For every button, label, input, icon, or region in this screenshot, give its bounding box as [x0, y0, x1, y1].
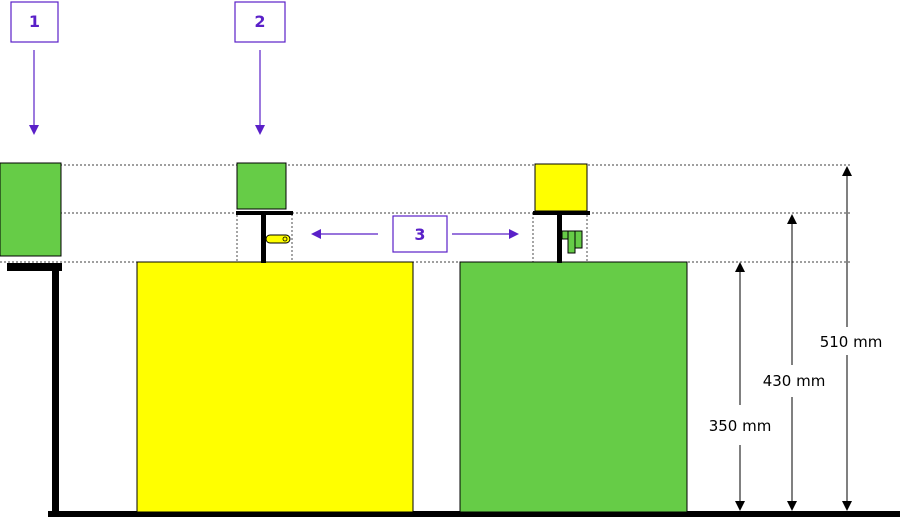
- item-2-green-box: [236, 162, 287, 210]
- yellow-tag-icon: [265, 234, 291, 244]
- dim-430-label: 430 mm: [763, 372, 826, 390]
- item-1-wall-mount: [0, 162, 62, 513]
- callout-1-box: [10, 1, 59, 43]
- item-3-yellow-box: [534, 163, 588, 212]
- dimension-430: 430 mm: [763, 214, 826, 511]
- item-3-stand: [532, 163, 590, 263]
- callout-3-box: [392, 215, 448, 253]
- item-1-green-box: [0, 162, 62, 257]
- wall-post: [52, 265, 59, 513]
- green-tag-icon: [561, 230, 583, 254]
- wall-shelf: [7, 263, 62, 271]
- callout-2-label: 2: [254, 12, 265, 31]
- item-2-stand: [236, 162, 293, 263]
- dimension-510: 510 mm: [820, 166, 883, 511]
- callout-3-label: 3: [414, 225, 425, 244]
- item-3-stem: [557, 213, 562, 263]
- item-2-stem: [261, 213, 266, 263]
- floor-line: [48, 511, 900, 517]
- callout-2: 2: [234, 1, 286, 135]
- callout-3: 3: [311, 215, 519, 253]
- callout-1: 1: [10, 1, 59, 135]
- dimension-350: 350 mm: [709, 262, 772, 511]
- dim-350-label: 350 mm: [709, 417, 772, 435]
- dim-510-label: 510 mm: [820, 333, 883, 351]
- yellow-block: [136, 261, 414, 513]
- callout-2-box: [234, 1, 286, 43]
- callout-1-label: 1: [29, 12, 40, 31]
- green-block: [459, 261, 688, 513]
